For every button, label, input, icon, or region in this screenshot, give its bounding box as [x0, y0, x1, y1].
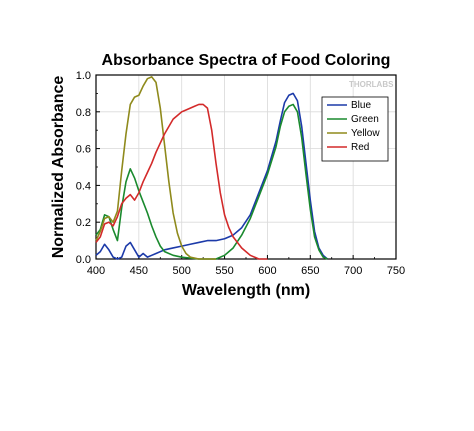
y-tick-label: 0.6	[76, 144, 91, 156]
series-lines	[95, 76, 328, 260]
y-tick-label: 0.4	[76, 180, 91, 192]
x-tick-label: 400	[87, 265, 105, 277]
y-tick-label: 0.2	[76, 217, 91, 229]
watermark-logo: THORLABS	[349, 80, 394, 89]
y-axis-label: Normalized Absorbance	[50, 76, 67, 259]
legend-label-yellow: Yellow	[351, 128, 380, 139]
legend: Blue Green Yellow Red	[321, 96, 389, 162]
x-axis-label: Wavelength (nm)	[182, 282, 310, 299]
x-tick-label: 750	[387, 265, 405, 277]
y-tick-label: 0.8	[76, 107, 91, 119]
legend-label-red: Red	[351, 142, 369, 153]
x-tick-label: 550	[215, 265, 233, 277]
legend-box	[321, 96, 389, 162]
chart-title: Absorbance Spectra of Food Coloring	[102, 52, 391, 69]
legend-label-green: Green	[351, 114, 379, 125]
series-line-blue	[95, 92, 328, 260]
axis-ticks: 400 450 500 550 600 650 700 750 0.0 0.2 0.4 0.6 0.8 1…	[76, 70, 405, 277]
x-tick-label: 450	[130, 265, 148, 277]
x-tick-label: 500	[173, 265, 191, 277]
series-line-red	[95, 103, 268, 260]
x-tick-label: 650	[301, 265, 319, 277]
y-tick-label: 0.0	[76, 254, 91, 266]
x-tick-label: 600	[258, 265, 276, 277]
series-line-yellow	[95, 76, 216, 260]
legend-label-blue: Blue	[351, 100, 371, 111]
y-tick-label: 1.0	[76, 70, 91, 82]
x-tick-label: 700	[344, 265, 362, 277]
